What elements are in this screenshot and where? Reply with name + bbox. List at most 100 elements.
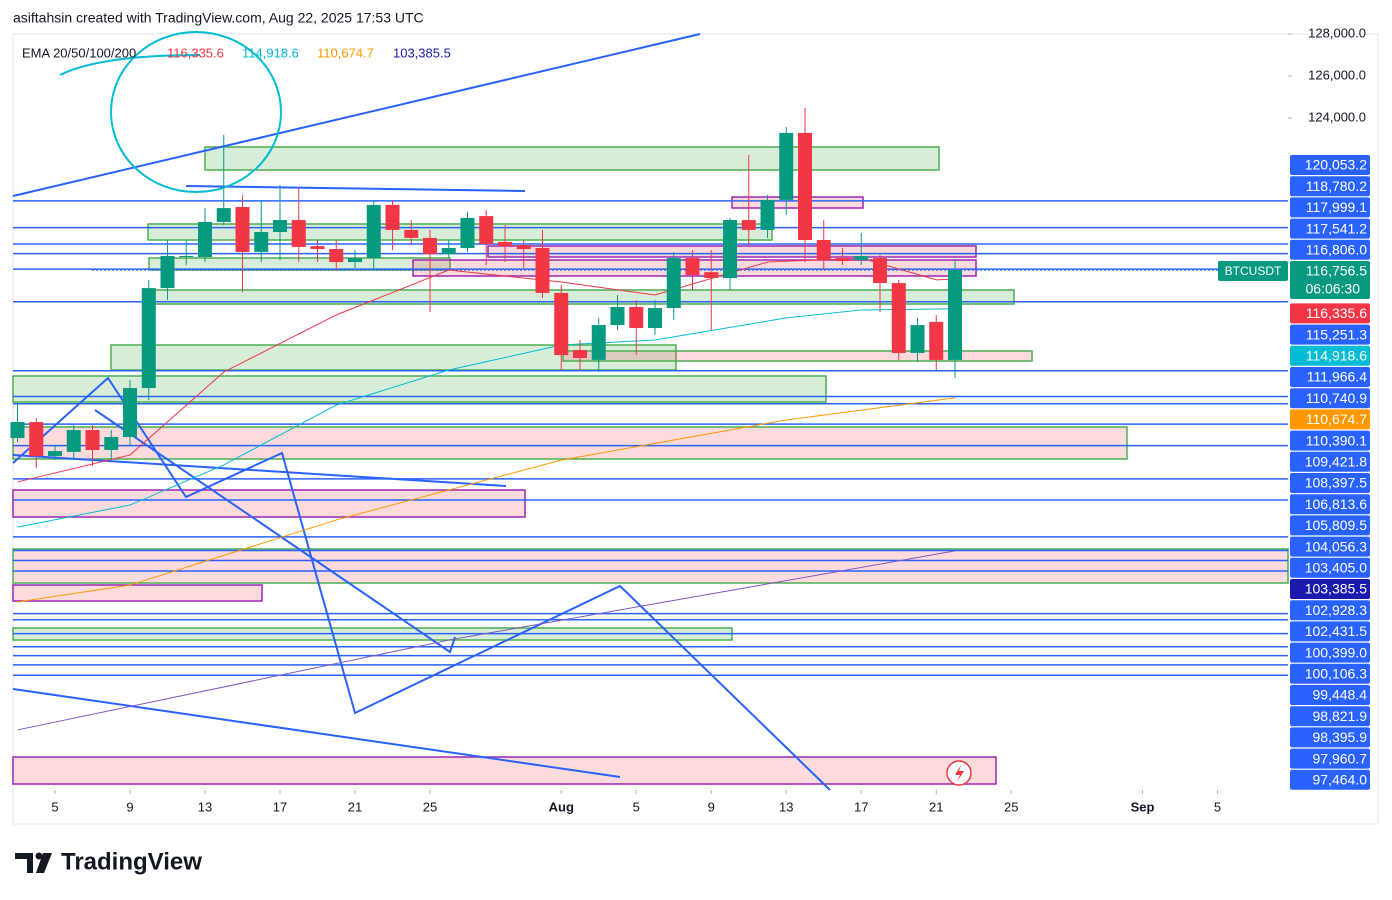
price-label: 116,806.0 xyxy=(1306,242,1367,258)
price-label-box xyxy=(1290,663,1370,684)
price-label-box xyxy=(1290,536,1370,557)
price-label: 98,395.9 xyxy=(1313,729,1368,745)
candle-body xyxy=(760,199,775,230)
x-tick-label: 5 xyxy=(633,799,640,814)
price-label: 100,399.0 xyxy=(1305,644,1367,660)
x-tick-label: 5 xyxy=(51,799,58,814)
legend-value: 116,335.6 xyxy=(167,45,224,60)
x-tick-label: 17 xyxy=(854,799,868,814)
candle-body xyxy=(10,422,25,439)
logo-text: TradingView xyxy=(61,848,202,875)
candle-body xyxy=(423,237,437,255)
price-label: 104,056.3 xyxy=(1305,538,1367,554)
price-label: 109,421.8 xyxy=(1305,454,1367,470)
symbol-box xyxy=(1218,261,1288,281)
price-label-box xyxy=(1290,769,1370,790)
candle-body xyxy=(160,255,175,289)
candle-body xyxy=(629,307,644,328)
price-label-box xyxy=(1290,303,1370,324)
candle-body xyxy=(554,292,569,356)
zone xyxy=(148,257,451,271)
candle-body xyxy=(310,246,325,250)
price-label: 111,966.4 xyxy=(1307,369,1367,385)
pane-border xyxy=(12,33,1379,825)
candle-body xyxy=(291,220,306,247)
candle-body xyxy=(704,272,719,279)
candle-body xyxy=(610,307,625,326)
candle-body xyxy=(48,451,62,457)
price-label: 120,053.2 xyxy=(1305,157,1367,173)
price-label: 98,821.9 xyxy=(1313,708,1368,724)
price-label: 97,464.0 xyxy=(1313,772,1368,788)
candle-body xyxy=(854,255,869,260)
candle-body xyxy=(460,217,475,248)
price-label-box xyxy=(1290,685,1370,705)
candle-body xyxy=(573,350,587,359)
candle-body xyxy=(348,258,362,263)
price-label: 102,431.5 xyxy=(1305,623,1367,639)
candle-body xyxy=(929,321,944,360)
candle-body xyxy=(498,241,512,247)
price-label: 105,809.5 xyxy=(1305,517,1367,533)
candle-body xyxy=(798,132,812,241)
price-label: 116,335.6 xyxy=(1306,305,1367,321)
price-label-box xyxy=(1290,748,1370,769)
candle-body xyxy=(66,430,81,452)
candle-body xyxy=(779,132,794,200)
trend-line xyxy=(12,688,621,778)
price-label-box xyxy=(1290,218,1370,239)
price-label: 103,405.0 xyxy=(1305,560,1367,576)
candle-body xyxy=(816,240,831,260)
price-label-box xyxy=(1290,367,1370,387)
ema-line xyxy=(17,308,956,528)
trend-line xyxy=(12,454,507,487)
zone xyxy=(12,489,526,518)
x-tick-label: 9 xyxy=(126,799,133,814)
price-label: 110,390.1 xyxy=(1306,432,1367,448)
candle-body xyxy=(273,220,287,233)
price-label-box xyxy=(1290,557,1370,578)
price-label-box xyxy=(1290,706,1370,727)
x-tick-label: 21 xyxy=(348,799,362,814)
price-label: 116,756.5 xyxy=(1306,263,1367,279)
price-label: 110,740.9 xyxy=(1306,390,1367,406)
x-tick-label: 9 xyxy=(708,799,715,814)
candle-body xyxy=(723,220,737,279)
legend-value: 103,385.5 xyxy=(393,45,451,60)
candle-body xyxy=(891,283,906,353)
price-label: 106,813.6 xyxy=(1305,496,1367,512)
price-label-box xyxy=(1290,409,1370,430)
candle-body xyxy=(741,220,756,230)
price-label-box xyxy=(1290,197,1370,218)
x-tick-label: Aug xyxy=(549,799,574,814)
candle-body xyxy=(835,258,850,262)
price-label-box xyxy=(1290,155,1370,175)
circle-drawing xyxy=(59,54,201,76)
y-tick-label: 128,000.0 xyxy=(1308,25,1366,40)
logo: TradingView xyxy=(15,848,202,875)
price-label-box xyxy=(1290,345,1370,366)
candle-body xyxy=(666,258,681,309)
price-label-box xyxy=(1290,239,1370,260)
x-tick-label: 5 xyxy=(1214,799,1221,814)
price-label: 115,251.3 xyxy=(1306,326,1367,342)
price-label: 110,674.7 xyxy=(1306,411,1367,427)
candle-body xyxy=(516,245,531,250)
legend-label: EMA 20/50/100/200 xyxy=(22,45,136,60)
zigzag xyxy=(94,409,456,654)
candle-body xyxy=(85,430,100,451)
chart-title: asiftahsin created with TradingView.com,… xyxy=(13,10,424,26)
price-label-box xyxy=(1290,600,1370,621)
candle-body xyxy=(104,436,119,451)
trend-line xyxy=(12,33,701,197)
candle-body xyxy=(441,247,456,255)
candle-body xyxy=(141,288,156,389)
price-label: 103,385.5 xyxy=(1305,581,1367,597)
price-label: 114,918.6 xyxy=(1306,348,1367,364)
ema-line xyxy=(17,397,956,603)
zigzag xyxy=(12,376,831,791)
zone xyxy=(12,548,1289,584)
x-tick-label: 25 xyxy=(1004,799,1018,814)
zone xyxy=(562,350,1033,362)
